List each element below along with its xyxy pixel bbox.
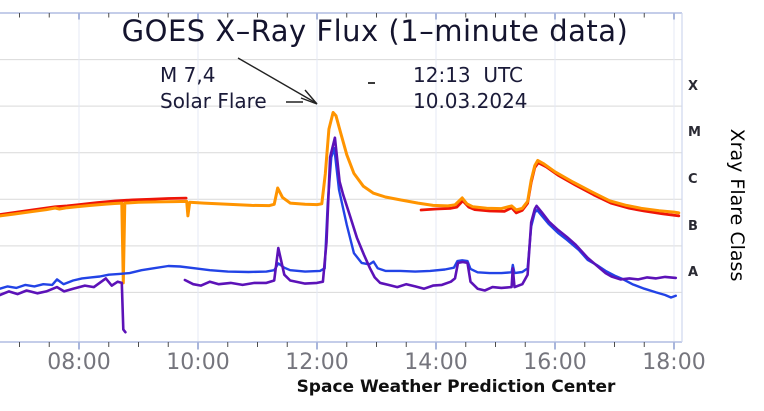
class-letter-B: B <box>688 218 698 234</box>
trace-orange <box>0 111 681 285</box>
x-tick-label: 08:00 <box>47 350 111 375</box>
right-axis-title: Xray Flare Class <box>726 128 748 282</box>
trace-purple <box>183 136 678 292</box>
x-tick-label: 12:00 <box>285 350 349 375</box>
flare-date-annotation: 10.03.2024 <box>413 89 528 113</box>
caption: Space Weather Prediction Center <box>296 377 616 397</box>
trace-purple <box>0 277 127 334</box>
x-tick-label: 10:00 <box>166 350 230 375</box>
flare-class-annotation: M 7,4 <box>160 63 216 87</box>
class-letter-C: C <box>688 171 698 187</box>
x-tick-label: 16:00 <box>523 350 587 375</box>
chart-title: GOES X–Ray Flux (1–minute data) <box>121 14 629 48</box>
stray-dash-mark <box>368 82 375 84</box>
flare-time-annotation: 12:13 UTC <box>413 63 523 87</box>
class-letter-M: M <box>688 125 701 141</box>
x-tick-label: 18:00 <box>642 350 706 375</box>
flare-name-annotation: Solar Flare <box>160 89 267 113</box>
trace-red <box>0 196 188 216</box>
class-letter-A: A <box>688 265 699 281</box>
class-letter-X: X <box>688 78 699 94</box>
x-tick-label: 14:00 <box>404 350 468 375</box>
